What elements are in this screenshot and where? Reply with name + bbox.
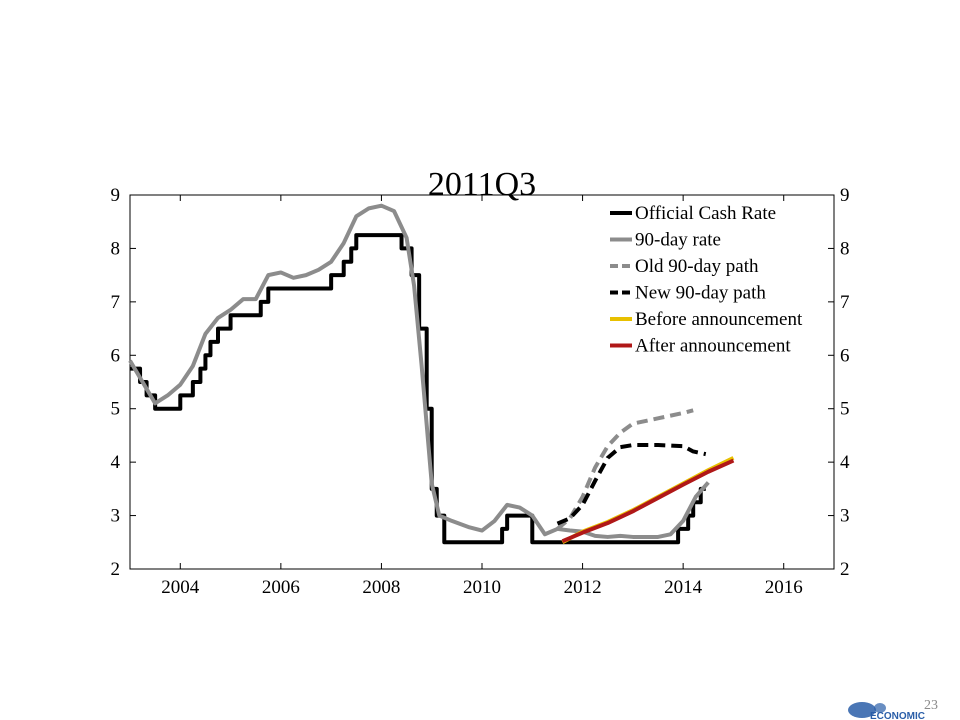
y-tick-label-left: 2 bbox=[111, 559, 121, 580]
y-tick-label-left: 8 bbox=[111, 238, 121, 259]
y-tick-label-left: 3 bbox=[111, 506, 121, 527]
legend: Official Cash Rate 90-day rate Old 90-day … bbox=[610, 203, 803, 357]
y-tick-label-left: 7 bbox=[111, 292, 121, 313]
legend-label: Old 90-day path bbox=[635, 256, 759, 277]
axis-ticks: 2004 2006 2008 2010 2012 2014 2016 2 2 3 3 4 4 5 5 6 6 7 7… bbox=[111, 185, 851, 598]
legend-label: New 90-day path bbox=[635, 283, 766, 304]
series-line-2 bbox=[556, 408, 694, 531]
y-tick-label-right: 4 bbox=[840, 452, 850, 473]
legend-label: 90-day rate bbox=[635, 230, 721, 251]
y-tick-label-right: 8 bbox=[840, 238, 850, 259]
y-tick-label-left: 5 bbox=[111, 399, 121, 420]
series-line-0 bbox=[130, 233, 706, 545]
y-tick-label-left: 4 bbox=[111, 452, 121, 473]
y-tick-label-right: 3 bbox=[840, 506, 850, 527]
y-tick-label-right: 6 bbox=[840, 345, 850, 366]
logo-text: ECONOMIC bbox=[870, 711, 925, 720]
y-tick-label-left: 9 bbox=[111, 185, 121, 206]
institution-logo: ECONOMIC bbox=[848, 702, 925, 720]
y-tick-label-right: 7 bbox=[840, 292, 850, 313]
legend-label: After announcement bbox=[635, 336, 791, 357]
series-line-1 bbox=[128, 203, 710, 539]
series-line-5 bbox=[561, 458, 735, 544]
legend-label: Official Cash Rate bbox=[635, 203, 776, 224]
x-tick-label: 2010 bbox=[463, 577, 501, 598]
y-tick-label-right: 9 bbox=[840, 185, 850, 206]
series-layer bbox=[128, 203, 735, 545]
x-tick-label: 2006 bbox=[262, 577, 300, 598]
legend-label: Before announcement bbox=[635, 309, 803, 330]
y-tick-label-right: 5 bbox=[840, 399, 850, 420]
x-tick-label: 2004 bbox=[161, 577, 200, 598]
plot-frame bbox=[129, 194, 835, 570]
x-tick-label: 2016 bbox=[765, 577, 803, 598]
page-number: 23 bbox=[924, 698, 938, 713]
x-tick-label: 2012 bbox=[564, 577, 602, 598]
x-tick-label: 2014 bbox=[664, 577, 703, 598]
series-line-3 bbox=[556, 443, 707, 526]
y-tick-label-left: 6 bbox=[111, 345, 121, 366]
y-tick-label-right: 2 bbox=[840, 559, 850, 580]
x-tick-label: 2008 bbox=[362, 577, 400, 598]
